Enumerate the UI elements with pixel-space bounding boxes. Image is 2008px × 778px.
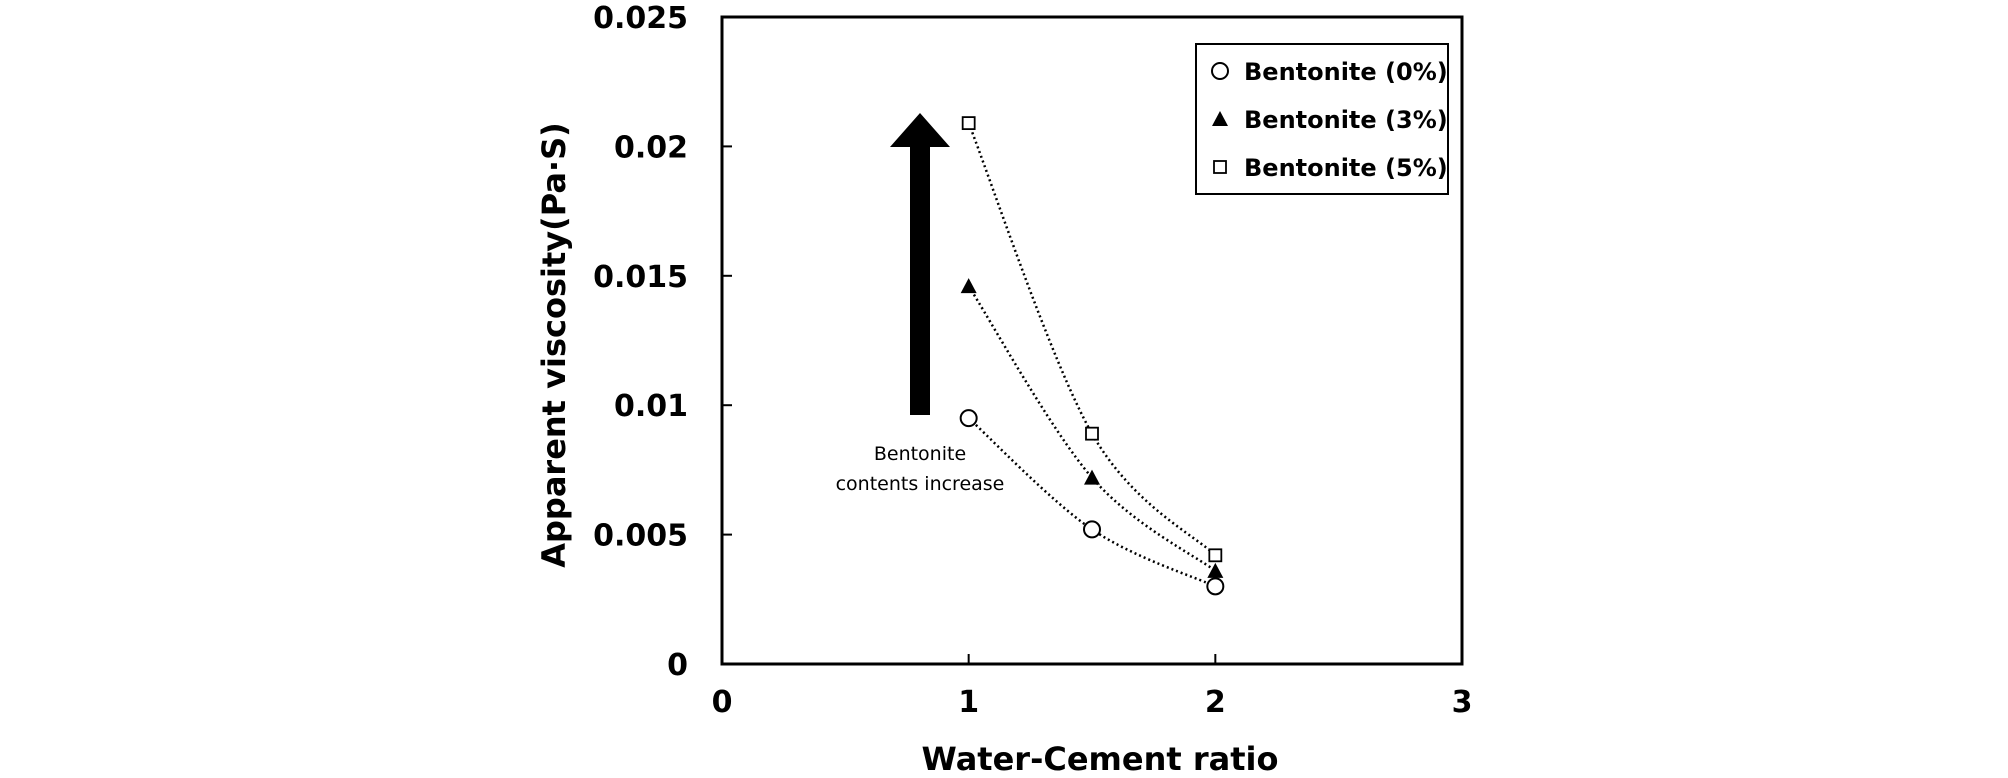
annotation-line-1: Bentonite — [874, 443, 966, 465]
y-axis-title: Apparent viscosity(Pa·S) — [535, 122, 573, 568]
data-point — [959, 409, 978, 428]
annotation-line-2: contents increase — [836, 473, 1005, 495]
legend-marker — [1211, 62, 1229, 80]
data-point — [1083, 520, 1101, 539]
data-point — [1084, 469, 1100, 485]
data-point — [1207, 562, 1224, 578]
data-point — [1208, 548, 1223, 563]
legend-marker — [1213, 160, 1227, 174]
y-tick-label: 0.005 — [593, 519, 688, 554]
up-arrow-icon — [890, 113, 950, 415]
y-tick-label: 0.025 — [593, 1, 688, 36]
legend-label: Bentonite (5%) — [1244, 154, 1448, 182]
legend-box — [1195, 43, 1449, 195]
trendlines — [967, 122, 1217, 588]
legend: Bentonite (0%) Bentonite (3%) Bentonite (5… — [1195, 43, 1449, 195]
x-tick-label: 2 — [1205, 685, 1226, 720]
trendline — [967, 122, 1217, 557]
x-tick-label: 0 — [712, 685, 733, 720]
y-tick-label: 0.015 — [593, 260, 688, 295]
data-markers — [959, 116, 1225, 596]
data-point — [1085, 426, 1099, 441]
y-tick-label: 0.02 — [614, 130, 688, 165]
tick-labels: 0 1 2 3 0 0.005 0.01 0.015 0.02 0.025 — [593, 1, 1472, 720]
plot-frame — [720, 15, 1464, 666]
legend-label: Bentonite (3%) — [1244, 106, 1448, 134]
x-tick-label: 1 — [958, 685, 979, 720]
trendline — [967, 285, 1217, 572]
bentonite-increase-annotation: Bentonite contents increase — [836, 113, 1005, 495]
y-tick-label: 0 — [667, 648, 688, 683]
x-tick-label: 3 — [1452, 685, 1473, 720]
data-point — [1206, 577, 1225, 596]
data-point — [961, 116, 976, 131]
x-axis-title: Water-Cement ratio — [922, 740, 1279, 778]
axis-ticks — [721, 16, 1463, 665]
trendline — [967, 417, 1216, 588]
legend-label: Bentonite (0%) — [1244, 58, 1448, 86]
legend-marker — [1212, 111, 1228, 126]
data-point — [960, 278, 977, 294]
y-tick-label: 0.01 — [614, 389, 688, 424]
